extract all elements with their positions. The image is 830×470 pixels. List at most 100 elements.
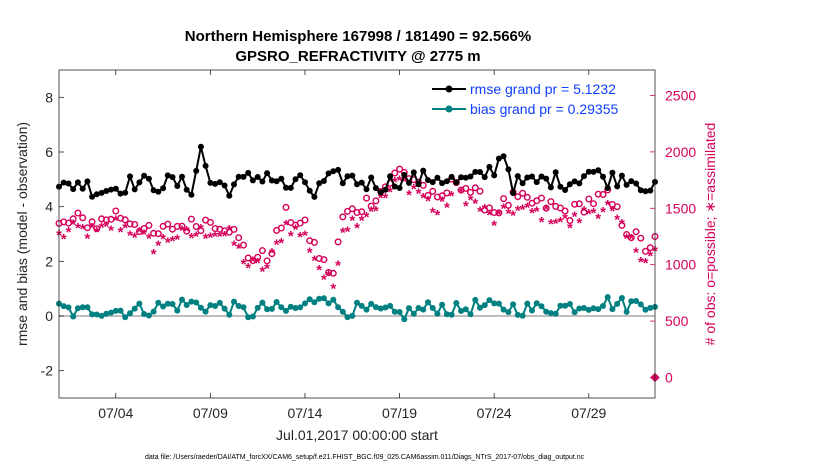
bias-point bbox=[552, 310, 559, 317]
bias-point bbox=[273, 299, 280, 305]
possible-point bbox=[396, 165, 404, 173]
bias-point bbox=[179, 296, 185, 303]
assimilated-point: * bbox=[288, 228, 294, 245]
assimilated-point: * bbox=[595, 210, 601, 227]
assimilated-point: * bbox=[515, 202, 521, 219]
y-axis-right: 0 500 1000 1500 2000 2500 bbox=[650, 87, 696, 385]
rmse-point bbox=[283, 184, 289, 191]
bias-point bbox=[283, 307, 289, 314]
assimilated-point: * bbox=[543, 202, 549, 219]
rmse-point bbox=[595, 167, 602, 174]
assimilated-point: * bbox=[321, 272, 327, 289]
assimilated-point: * bbox=[397, 173, 403, 190]
assimilated-point: * bbox=[614, 211, 620, 228]
bias-point bbox=[425, 299, 431, 306]
bias-point bbox=[590, 305, 597, 312]
bias-point bbox=[571, 309, 578, 316]
bias-point bbox=[212, 303, 219, 309]
possible-point bbox=[74, 209, 82, 217]
bias-point bbox=[387, 302, 394, 309]
rmse-point bbox=[197, 143, 204, 150]
possible-point bbox=[490, 208, 498, 216]
rmse-point bbox=[273, 178, 280, 185]
rmse-point bbox=[79, 185, 86, 192]
assimilated-point: * bbox=[99, 220, 105, 237]
assimilated-point: * bbox=[141, 227, 147, 244]
assimilated-point: * bbox=[226, 222, 232, 239]
possible-point bbox=[391, 169, 399, 177]
assimilated-point: * bbox=[553, 215, 559, 232]
rmse-point bbox=[618, 172, 625, 179]
bias-point bbox=[70, 313, 77, 320]
bias-point bbox=[538, 303, 545, 310]
possible-point bbox=[145, 221, 153, 229]
possible-point bbox=[476, 187, 484, 195]
bias-point bbox=[325, 300, 332, 307]
bias-point bbox=[254, 304, 261, 311]
bias-point bbox=[524, 300, 531, 307]
assimilated-point: * bbox=[66, 224, 72, 241]
assimilated-point: * bbox=[335, 257, 341, 274]
rmse-point bbox=[462, 174, 469, 181]
rmse-point bbox=[221, 182, 228, 189]
x-axis: 07/04 07/09 07/14 07/19 07/24 07/29 bbox=[98, 70, 607, 421]
rmse-point bbox=[160, 185, 167, 192]
bias-point bbox=[174, 307, 181, 314]
bias-point bbox=[164, 300, 171, 307]
bias-point bbox=[79, 304, 86, 311]
bias-point bbox=[363, 306, 370, 313]
rmse-point bbox=[642, 188, 649, 195]
rmse-point bbox=[84, 178, 91, 185]
possible-point bbox=[467, 188, 475, 196]
bias-point bbox=[141, 311, 148, 317]
bias-point bbox=[637, 301, 644, 308]
bias-point bbox=[145, 312, 152, 319]
rmse-point bbox=[335, 166, 342, 173]
assimilated-point: * bbox=[434, 207, 440, 224]
plot-frame bbox=[58, 69, 656, 399]
bias-series bbox=[56, 294, 658, 323]
rmse-point bbox=[566, 181, 573, 188]
possible-point bbox=[485, 204, 493, 212]
bias-point bbox=[249, 313, 256, 320]
assimilated-point: * bbox=[160, 231, 166, 248]
rmse-point bbox=[401, 171, 408, 178]
assimilated-point: * bbox=[302, 228, 308, 245]
assimilated-point: * bbox=[600, 204, 606, 221]
possible-point bbox=[519, 189, 527, 197]
bias-point bbox=[462, 306, 469, 313]
rmse-point bbox=[131, 186, 138, 193]
assimilated-point: * bbox=[633, 245, 639, 262]
possible-point bbox=[230, 225, 238, 233]
assimilated-point: * bbox=[250, 254, 256, 271]
rmse-point bbox=[495, 155, 502, 162]
assimilated-point: * bbox=[127, 227, 133, 244]
assimilated-point: * bbox=[89, 220, 95, 237]
bias-point bbox=[344, 314, 351, 321]
bias-point bbox=[372, 304, 379, 311]
assimilated-point: * bbox=[203, 230, 209, 247]
bias-point bbox=[581, 305, 587, 311]
assimilated-point: * bbox=[84, 230, 90, 247]
assimilated-point: * bbox=[165, 234, 171, 251]
assimilated-point: * bbox=[562, 210, 568, 227]
bias-point bbox=[221, 305, 228, 312]
rmse-point bbox=[387, 173, 394, 180]
rmse-point bbox=[514, 173, 521, 180]
assimilated-point: * bbox=[439, 194, 445, 211]
assimilated-point: * bbox=[548, 216, 554, 233]
assimilated-point: * bbox=[174, 231, 180, 248]
bias-point bbox=[320, 295, 327, 302]
possible-point bbox=[556, 204, 564, 212]
rmse-point bbox=[590, 168, 597, 175]
rmse-point bbox=[245, 169, 252, 176]
possible-point bbox=[249, 257, 257, 265]
rmse-point bbox=[410, 169, 417, 176]
possible-point bbox=[353, 208, 361, 216]
rmse-point bbox=[259, 178, 266, 185]
bias-point bbox=[495, 300, 502, 307]
possible-point bbox=[429, 187, 437, 195]
bias-point bbox=[486, 297, 493, 304]
possible-point bbox=[462, 184, 470, 192]
possible-point bbox=[358, 208, 366, 216]
